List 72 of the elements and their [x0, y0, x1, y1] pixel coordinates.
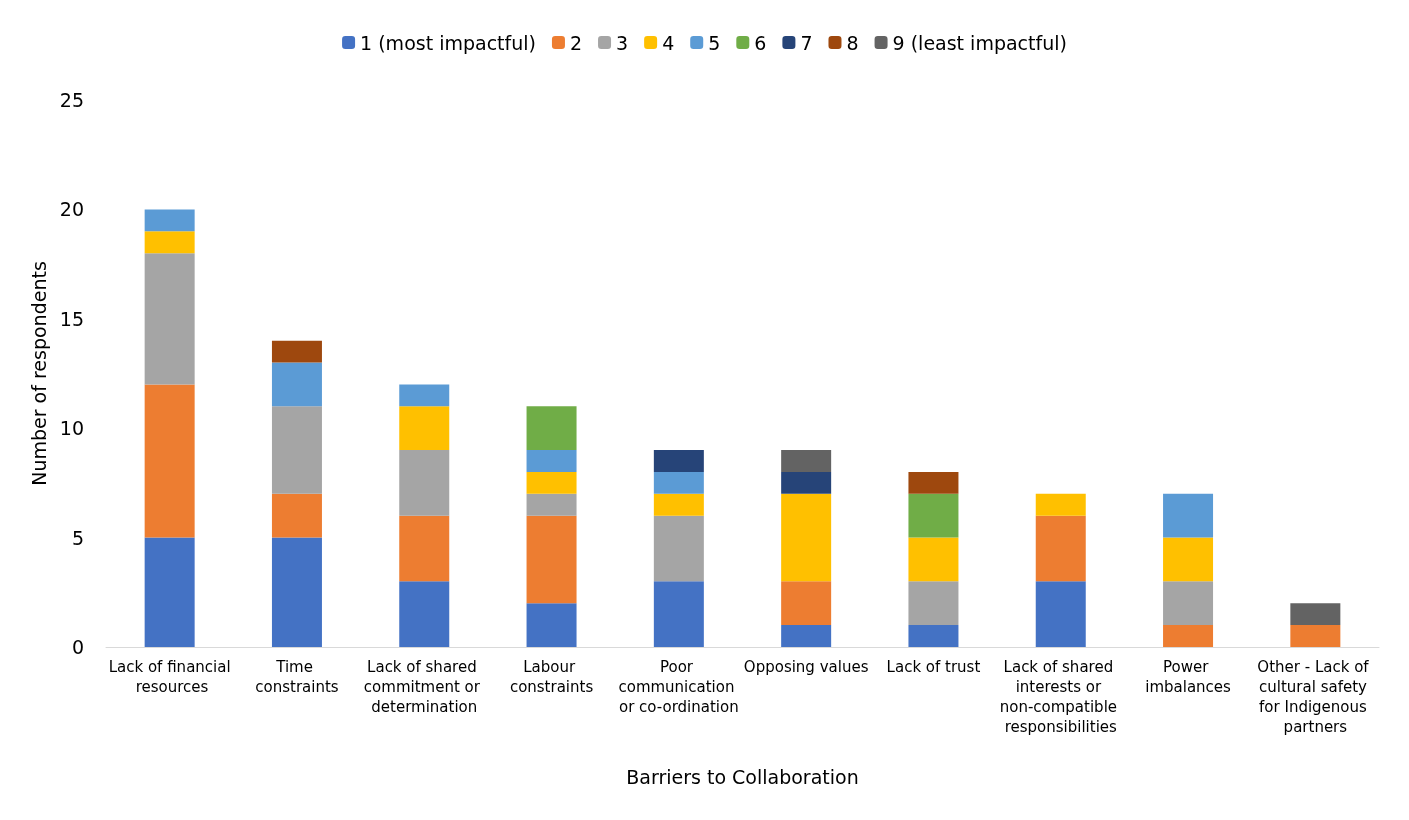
y-tick-label: 15	[59, 307, 84, 330]
bar	[908, 471, 959, 494]
bar	[908, 493, 959, 538]
x-tick-label: Opposing values	[743, 658, 869, 676]
bar	[144, 384, 195, 538]
legend-label: 2	[569, 31, 583, 54]
bar	[1163, 493, 1214, 538]
bar	[526, 471, 577, 494]
x-axis-title: Barriers to Collaboration	[626, 765, 859, 788]
bar	[271, 493, 322, 538]
legend-label: 8	[846, 31, 859, 54]
bar	[526, 450, 577, 472]
bar	[144, 253, 195, 385]
bar	[271, 340, 322, 363]
bar	[1035, 581, 1086, 647]
y-tick-label: 5	[71, 526, 84, 549]
x-tick-label: Labour constraints	[509, 658, 594, 696]
bar	[271, 362, 322, 407]
bar	[399, 515, 450, 582]
bar	[781, 450, 832, 472]
bar	[271, 406, 322, 494]
bar	[653, 450, 704, 472]
legend-label: 3	[616, 31, 629, 54]
x-tick-label: Poor communication or co-ordination	[618, 658, 740, 716]
bar	[144, 231, 195, 254]
x-tick-label: Lack of shared commitment or determination	[363, 658, 485, 716]
bar	[1035, 515, 1086, 582]
y-axis-title: Number of respondents	[28, 261, 51, 486]
bar	[399, 406, 450, 451]
bar	[781, 471, 832, 494]
x-tick-label: Time constraints	[255, 658, 339, 696]
bar	[399, 450, 450, 516]
bar	[1035, 493, 1086, 516]
bar	[908, 581, 959, 626]
bar	[1163, 581, 1214, 626]
bar	[144, 209, 195, 232]
bar	[908, 537, 959, 582]
x-tick-label: Lack of financial resources	[108, 658, 231, 696]
y-tick-label: 25	[59, 89, 84, 111]
bar	[1163, 537, 1214, 582]
legend-label: 5	[708, 31, 721, 54]
legend-label: 7	[800, 31, 813, 54]
legend-label: 1 (most impactful)	[360, 31, 536, 54]
x-tick-label: Lack of shared interests or non-compatible responsibilities	[999, 658, 1122, 736]
bar	[653, 493, 704, 516]
bar	[781, 581, 832, 626]
legend-label: 4	[662, 31, 675, 54]
bar	[1290, 603, 1341, 626]
legend-label: 9 (least impactful)	[892, 31, 1067, 54]
bar	[908, 625, 959, 647]
bar	[653, 581, 704, 647]
bar	[144, 537, 195, 647]
bar	[653, 515, 704, 582]
x-tick-label: Other - Lack of cultural safety for Indigenous partners	[1257, 658, 1374, 736]
y-tick-label: 10	[59, 417, 84, 440]
bar	[526, 603, 577, 647]
x-tick-label: Power imbalances	[1145, 658, 1232, 696]
legend-label: 6	[754, 31, 767, 54]
bar	[1163, 625, 1214, 647]
x-tick-label: Lack of trust	[886, 658, 981, 676]
bar	[526, 493, 577, 516]
bar	[399, 581, 450, 647]
bar	[526, 515, 577, 604]
bar	[1290, 625, 1341, 647]
bar	[781, 493, 832, 582]
bar	[781, 625, 832, 647]
bar	[653, 471, 704, 494]
bar	[271, 537, 322, 647]
bar	[526, 406, 577, 451]
y-tick-label: 0	[71, 636, 84, 658]
y-tick-label: 20	[59, 198, 84, 221]
bar	[399, 384, 450, 407]
